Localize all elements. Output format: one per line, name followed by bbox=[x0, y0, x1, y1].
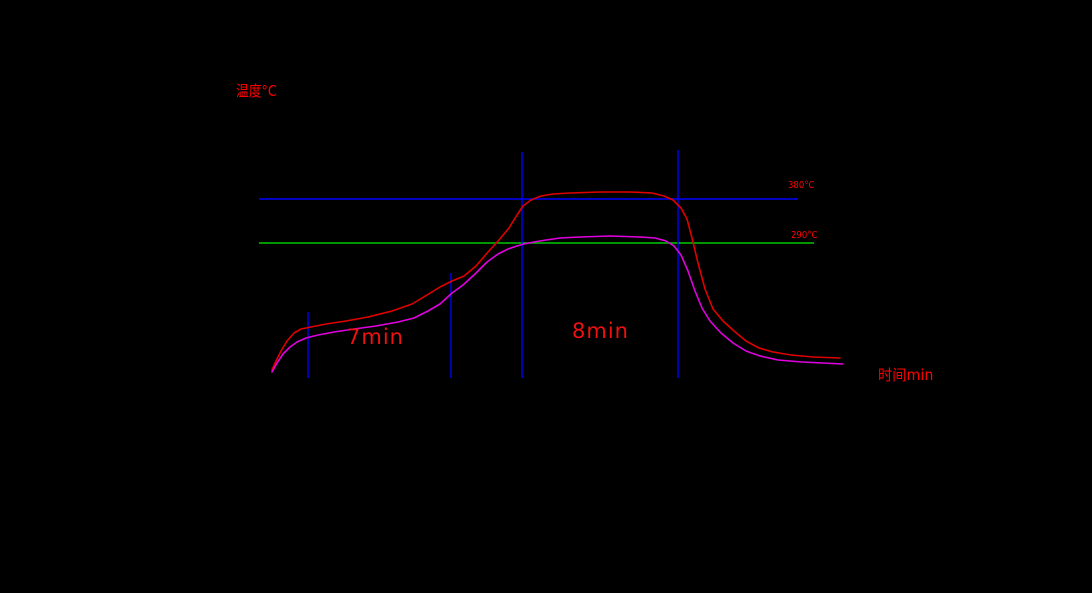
lower-temperature-curve bbox=[271, 235, 844, 373]
reference-line-label-290c: 290°C bbox=[791, 230, 818, 241]
x-axis-label: 时间min bbox=[878, 366, 934, 384]
upper-temperature-curve bbox=[271, 191, 841, 371]
y-axis-label: 温度°C bbox=[236, 82, 277, 100]
reference-line-label-380c: 380°C bbox=[788, 180, 815, 191]
annotation-7min: 7min bbox=[347, 325, 404, 349]
annotation-8min: 8min bbox=[572, 319, 629, 343]
